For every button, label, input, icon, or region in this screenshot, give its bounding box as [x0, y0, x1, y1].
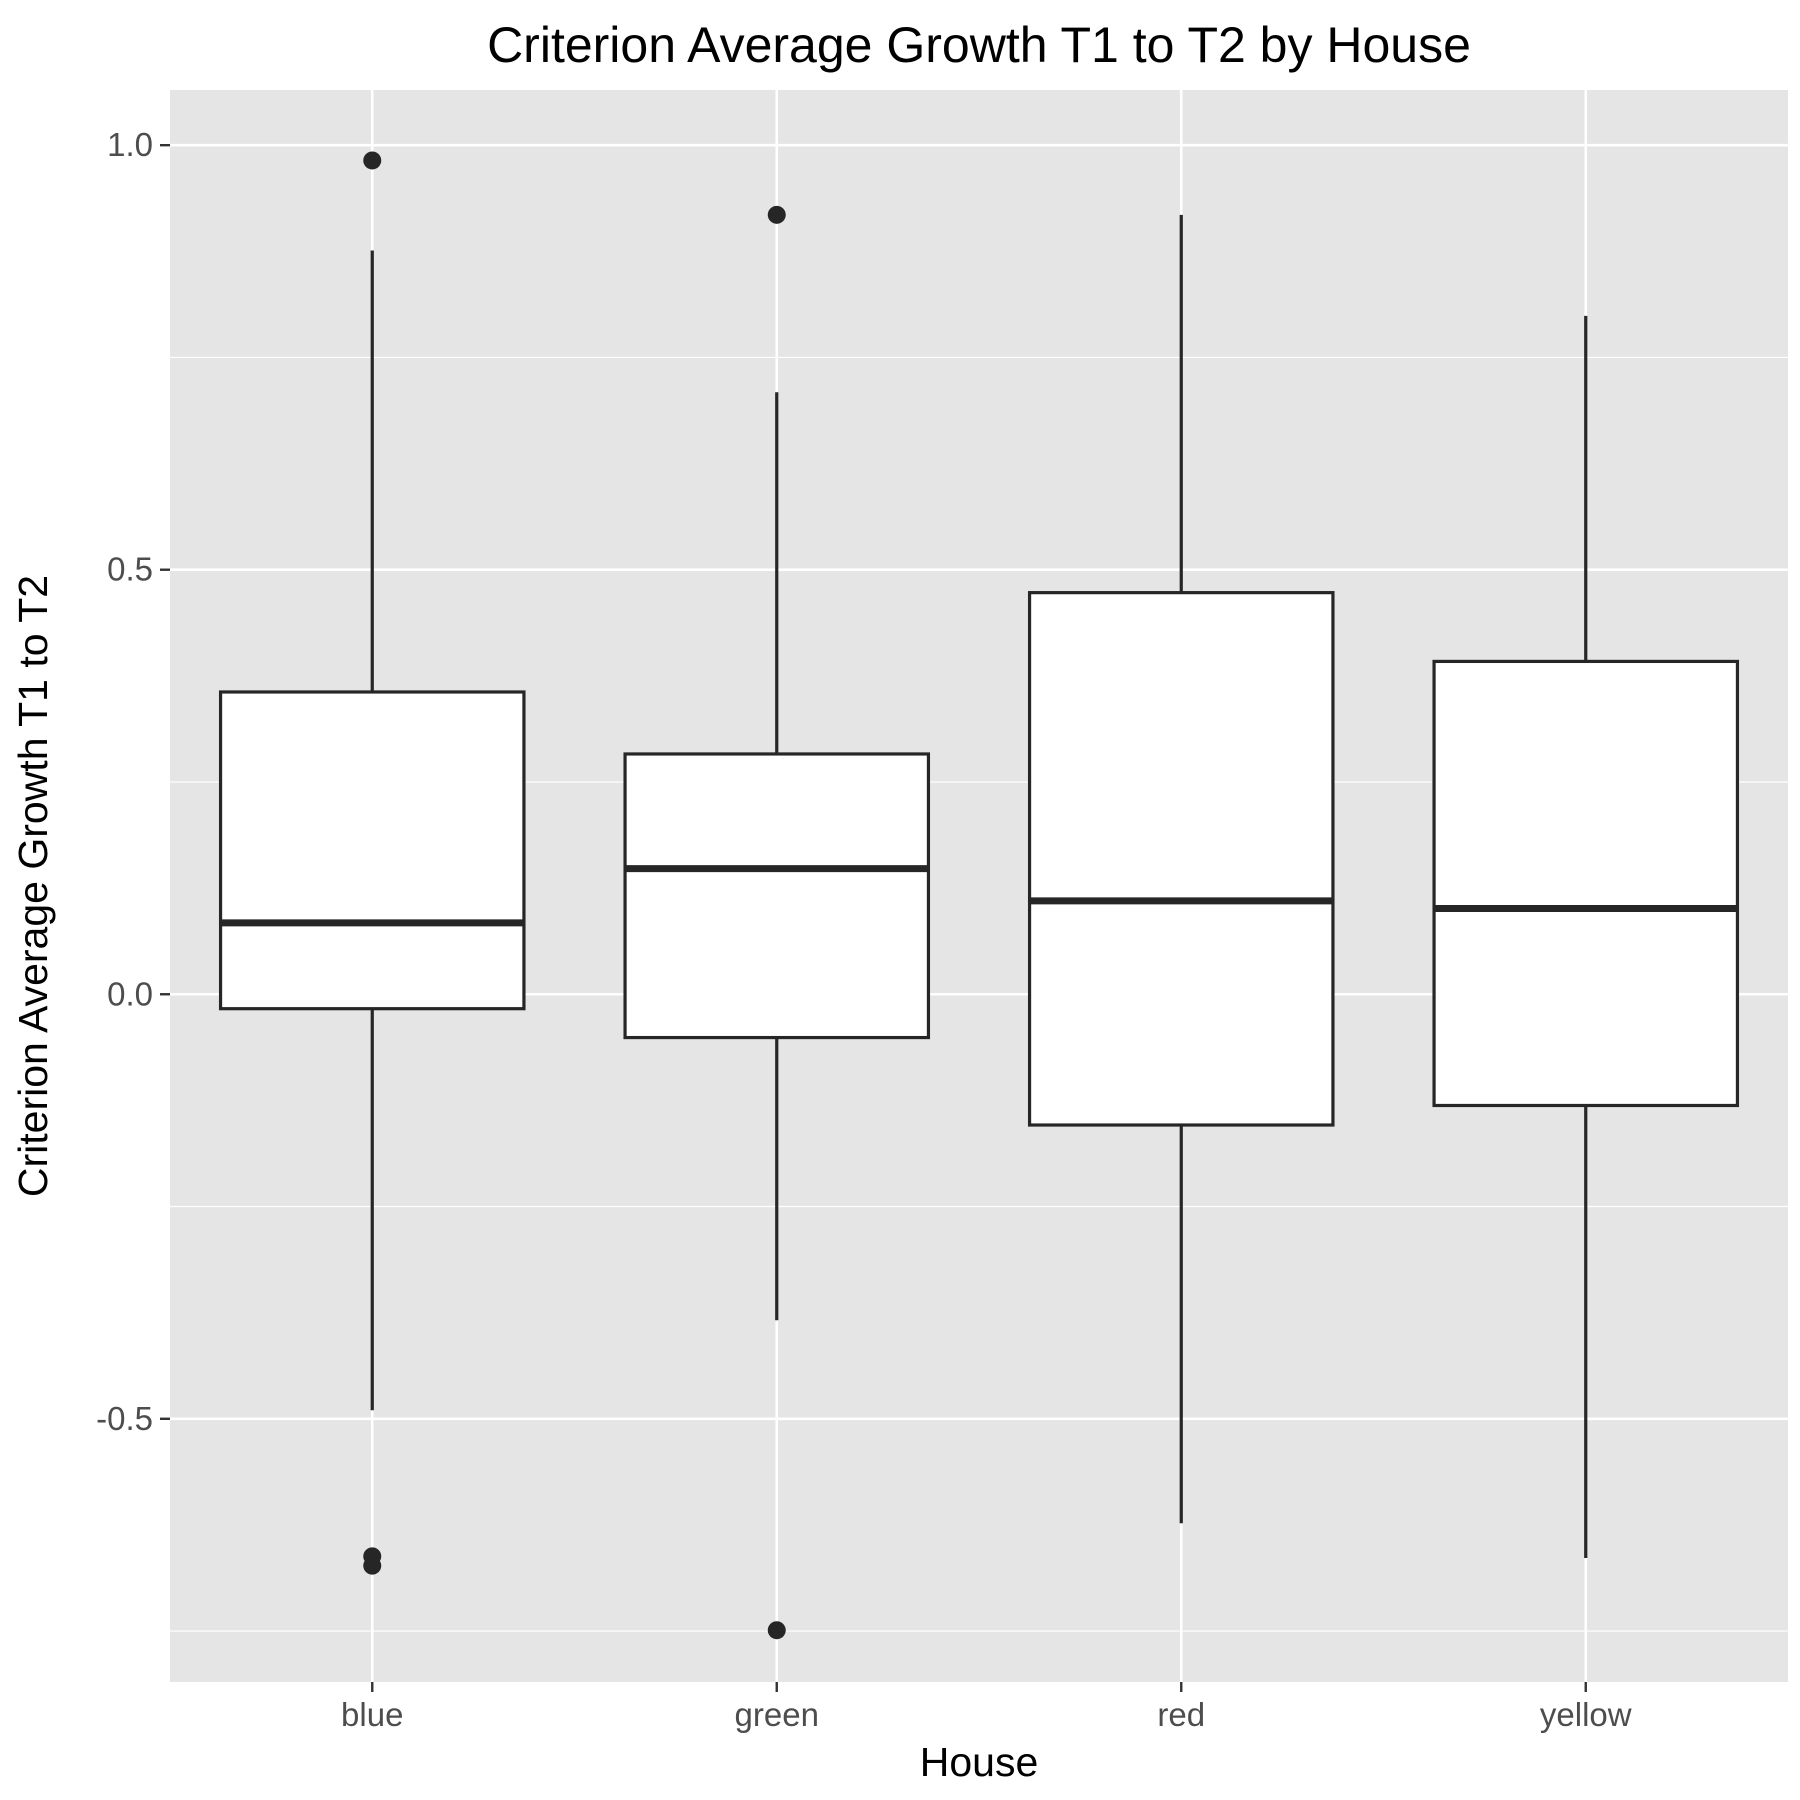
box-blue	[218, 151, 526, 1575]
x-tick-label: green	[735, 1696, 819, 1733]
iqr-box	[1027, 591, 1335, 1127]
y-tick-label: -0.5	[96, 1400, 153, 1437]
x-axis-title: House	[920, 1739, 1039, 1785]
outlier-point	[767, 1621, 786, 1640]
y-tick-label: 0.0	[107, 975, 153, 1012]
box-green	[623, 205, 931, 1640]
outlier-point	[363, 1556, 382, 1575]
outlier-point	[767, 205, 786, 224]
iqr-box	[623, 752, 931, 1040]
x-tick-label: blue	[341, 1696, 403, 1733]
x-tick-label: yellow	[1540, 1696, 1632, 1733]
outlier-point	[363, 151, 382, 170]
iqr-box	[1432, 659, 1740, 1108]
box-yellow	[1432, 315, 1740, 1559]
iqr-box	[218, 690, 526, 1011]
box-red	[1027, 214, 1335, 1524]
y-axis-title: Criterion Average Growth T1 to T2	[10, 575, 56, 1197]
chart-title: Criterion Average Growth T1 to T2 by Hou…	[487, 17, 1471, 73]
y-tick-label: 0.5	[107, 551, 153, 588]
box-plots	[218, 151, 1740, 1640]
y-tick-label: 1.0	[107, 126, 153, 163]
y-axis: -0.5 0.0 0.5 1.0	[96, 126, 170, 1437]
x-tick-label: red	[1157, 1696, 1205, 1733]
x-axis: blue green red yellow	[341, 1682, 1632, 1733]
